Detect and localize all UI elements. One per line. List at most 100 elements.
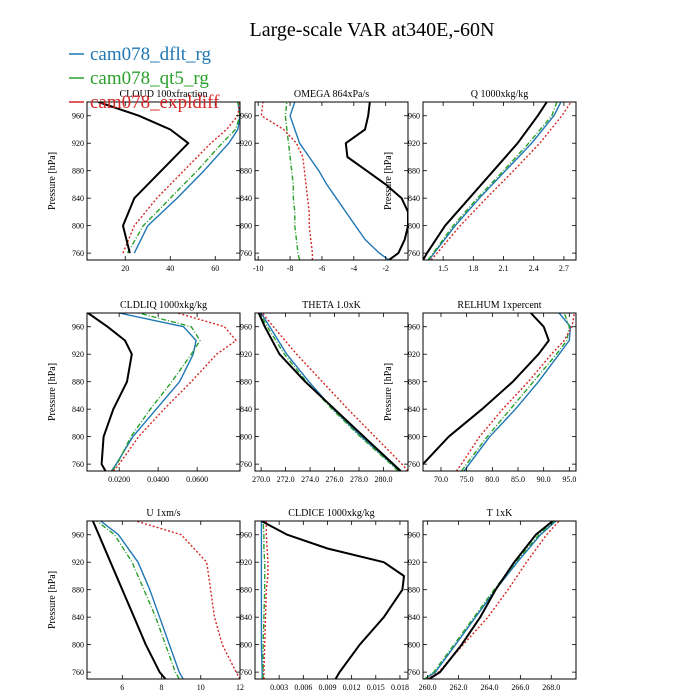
series-line-2 bbox=[96, 521, 180, 679]
legend-label: cam078_qt5_rg bbox=[90, 68, 209, 89]
figure-title: Large-scale VAR at340E,-60N bbox=[250, 19, 495, 41]
y-tick-label: 760 bbox=[240, 249, 252, 258]
y-tick-label: 920 bbox=[408, 558, 420, 567]
x-tick-label: 276.0 bbox=[326, 475, 344, 484]
y-tick-label: 960 bbox=[408, 323, 420, 332]
y-tick-label: 880 bbox=[408, 586, 420, 595]
y-tick-label: 840 bbox=[408, 613, 420, 622]
y-axis-label: Pressure [hPa] bbox=[383, 152, 394, 210]
series-line-2 bbox=[111, 313, 201, 471]
x-tick-label: 272.0 bbox=[277, 475, 295, 484]
series-line-2 bbox=[427, 102, 558, 260]
y-tick-label: 920 bbox=[408, 139, 420, 148]
x-tick-label: -2 bbox=[382, 264, 389, 273]
y-tick-label: 920 bbox=[240, 350, 252, 359]
x-tick-label: 1.5 bbox=[438, 264, 448, 273]
series-line-reference bbox=[428, 521, 554, 679]
panel-title: CLDLIQ 1000xkg/kg bbox=[120, 300, 207, 311]
y-tick-label: 800 bbox=[240, 222, 252, 231]
y-tick-label: 760 bbox=[408, 460, 420, 469]
panel-frame bbox=[86, 101, 241, 261]
y-tick-label: 800 bbox=[408, 641, 420, 650]
panel-4: CLDLIQ 1000xkg/kg Pressure [hPa] 0.0200 0.0… bbox=[47, 300, 241, 484]
series-line-2 bbox=[284, 102, 301, 260]
series-line-3 bbox=[135, 521, 240, 679]
series-line-3 bbox=[261, 313, 408, 471]
x-tick-label: 268.0 bbox=[542, 683, 560, 692]
panel-frame bbox=[254, 312, 409, 472]
y-tick-label: 840 bbox=[72, 613, 84, 622]
x-tick-label: 1.8 bbox=[468, 264, 478, 273]
y-tick-label: 920 bbox=[240, 558, 252, 567]
series-line-reference bbox=[91, 521, 167, 679]
y-tick-label: 880 bbox=[72, 167, 84, 176]
y-tick-label: 960 bbox=[408, 112, 420, 121]
panel-title: RELHUM 1xpercent bbox=[457, 300, 541, 311]
panel-frame bbox=[86, 312, 241, 472]
x-tick-label: 0.009 bbox=[318, 683, 336, 692]
x-tick-label: 75.0 bbox=[460, 475, 474, 484]
panel-8: CLDICE 1000xkg/kg 0.003 0.006 0.009 0.012 0.0… bbox=[240, 508, 409, 692]
x-tick-label: 266.0 bbox=[511, 683, 529, 692]
y-tick-label: 760 bbox=[72, 460, 84, 469]
x-tick-label: 274.0 bbox=[301, 475, 319, 484]
y-tick-label: 800 bbox=[408, 433, 420, 442]
panel-title: OMEGA 864xPa/s bbox=[294, 89, 369, 100]
series-line-3 bbox=[260, 102, 314, 260]
panel-title: THETA 1.0xK bbox=[302, 300, 361, 311]
x-tick-label: 0.0400 bbox=[147, 475, 169, 484]
series-line-3 bbox=[263, 521, 269, 679]
x-tick-label: 80.0 bbox=[485, 475, 499, 484]
y-tick-label: 960 bbox=[240, 531, 252, 540]
series-line-1 bbox=[100, 521, 184, 679]
y-tick-label: 920 bbox=[240, 139, 252, 148]
panel-1: CLOUD 100xfraction Pressure [hPa] 20 40 60 76… bbox=[47, 89, 241, 273]
y-tick-label: 880 bbox=[408, 378, 420, 387]
x-tick-label: 40 bbox=[166, 264, 174, 273]
legend-label: cam078_expldiff bbox=[90, 92, 220, 113]
x-tick-label: 6 bbox=[120, 683, 124, 692]
y-tick-label: 920 bbox=[408, 350, 420, 359]
y-tick-label: 880 bbox=[240, 378, 252, 387]
y-tick-label: 880 bbox=[408, 167, 420, 176]
y-tick-label: 880 bbox=[240, 586, 252, 595]
x-tick-label: 2.4 bbox=[529, 264, 539, 273]
x-tick-label: 280.0 bbox=[375, 475, 393, 484]
panel-frame bbox=[422, 520, 577, 680]
panel-frame bbox=[86, 520, 241, 680]
y-tick-label: 760 bbox=[72, 249, 84, 258]
y-tick-label: 840 bbox=[240, 405, 252, 414]
y-tick-label: 960 bbox=[240, 323, 252, 332]
panel-title: T 1xK bbox=[487, 508, 513, 519]
y-tick-label: 840 bbox=[408, 405, 420, 414]
y-tick-label: 960 bbox=[72, 531, 84, 540]
panel-7: U 1xm/s Pressure [hPa] 6 8 10 12 760 800 840 880 9… bbox=[47, 508, 244, 692]
x-tick-label: 270.0 bbox=[252, 475, 270, 484]
x-tick-label: 70.0 bbox=[434, 475, 448, 484]
y-tick-label: 920 bbox=[72, 350, 84, 359]
y-tick-label: 920 bbox=[72, 558, 84, 567]
x-tick-label: 8 bbox=[160, 683, 164, 692]
y-tick-label: 840 bbox=[72, 405, 84, 414]
y-tick-label: 800 bbox=[72, 641, 84, 650]
panel-title: U 1xm/s bbox=[146, 508, 180, 519]
panel-title: CLDICE 1000xkg/kg bbox=[288, 508, 374, 519]
x-tick-label: 0.015 bbox=[367, 683, 385, 692]
series-line-2 bbox=[126, 102, 240, 254]
x-tick-label: 95.0 bbox=[562, 475, 576, 484]
y-tick-label: 800 bbox=[240, 433, 252, 442]
series-line-1 bbox=[110, 313, 197, 471]
series-line-reference bbox=[97, 102, 190, 254]
series-line-2 bbox=[424, 521, 555, 679]
panel-grid: CLOUD 100xfraction Pressure [hPa] 20 40 60 76… bbox=[47, 89, 577, 692]
x-tick-label: 20 bbox=[121, 264, 129, 273]
y-tick-label: 960 bbox=[240, 112, 252, 121]
series-line-reference bbox=[87, 313, 133, 471]
x-tick-label: 260.0 bbox=[419, 683, 437, 692]
panel-frame bbox=[422, 101, 577, 261]
series-line-3 bbox=[455, 313, 576, 471]
y-axis-label: Pressure [hPa] bbox=[383, 363, 394, 421]
panel-5: THETA 1.0xK 270.0 272.0 274.0 276.0 278.0 280.… bbox=[240, 300, 409, 484]
x-tick-label: 278.0 bbox=[350, 475, 368, 484]
